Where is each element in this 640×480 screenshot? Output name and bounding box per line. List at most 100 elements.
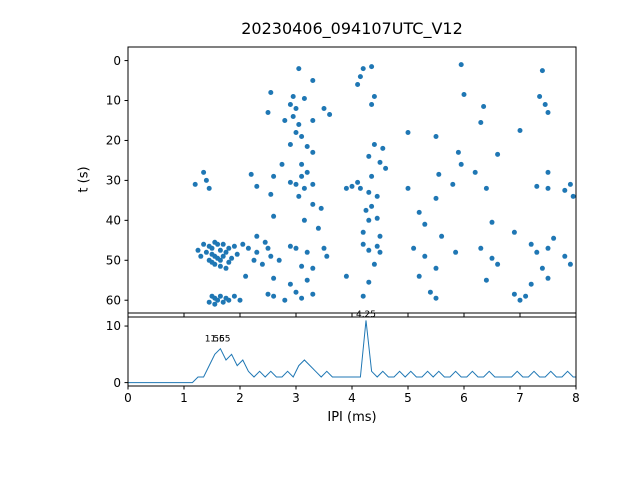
scatter-point bbox=[567, 261, 573, 267]
scatter-point bbox=[304, 249, 310, 255]
scatter-point bbox=[355, 179, 361, 185]
scatter-point bbox=[304, 144, 310, 149]
scatter-point bbox=[237, 297, 243, 303]
scatter-point bbox=[206, 299, 212, 305]
scatter-point bbox=[357, 74, 363, 80]
scatter-point bbox=[455, 149, 461, 155]
scatter-point bbox=[405, 130, 411, 135]
scatter-point bbox=[310, 118, 316, 123]
scatter-point bbox=[478, 245, 484, 251]
scatter-point bbox=[299, 134, 305, 139]
scatter-point bbox=[416, 273, 422, 279]
top-x-ticks bbox=[127, 313, 577, 317]
scatter-point bbox=[366, 279, 372, 285]
top-y-ticks: 0 10 20 30 40 50 60 bbox=[106, 54, 128, 307]
scatter-point bbox=[495, 261, 501, 267]
scatter-point bbox=[427, 289, 433, 295]
scatter-point bbox=[369, 203, 375, 209]
x-axis-label: IPI (ms) bbox=[327, 410, 377, 425]
scatter-point bbox=[377, 233, 383, 239]
scatter-point bbox=[226, 297, 232, 303]
scatter-point bbox=[201, 241, 207, 247]
scatter-point bbox=[545, 245, 551, 251]
scatter-point bbox=[268, 191, 274, 197]
tick-label: 20 bbox=[106, 134, 121, 148]
scatter-point bbox=[220, 299, 226, 305]
scatter-point bbox=[310, 78, 316, 83]
scatter-point bbox=[433, 295, 439, 301]
scatter-point bbox=[489, 255, 495, 261]
scatter-point bbox=[301, 217, 307, 223]
scatter-point bbox=[327, 112, 333, 117]
scatter-point bbox=[206, 185, 212, 191]
tick-label: 50 bbox=[106, 253, 121, 267]
scatter-point bbox=[411, 245, 417, 251]
peak-annotation: 1.55 bbox=[205, 335, 225, 345]
tick-label: 6 bbox=[460, 391, 468, 405]
scatter-point bbox=[265, 245, 271, 251]
scatter-point bbox=[453, 249, 459, 255]
tick-label: 7 bbox=[516, 391, 524, 405]
scatter-point bbox=[268, 253, 274, 259]
scatter-point bbox=[301, 96, 307, 101]
scatter-point bbox=[195, 247, 201, 253]
scatter-point bbox=[209, 245, 215, 251]
scatter-point bbox=[318, 205, 324, 211]
scatter-point bbox=[310, 149, 316, 155]
scatter-point bbox=[310, 291, 316, 297]
scatter-point bbox=[383, 165, 389, 171]
scatter-point bbox=[293, 106, 299, 111]
tick-label: 5 bbox=[404, 391, 412, 405]
scatter-point bbox=[265, 291, 271, 297]
scatter-point bbox=[343, 185, 349, 191]
scatter-point bbox=[545, 185, 551, 191]
scatter-point bbox=[310, 201, 316, 207]
scatter-point bbox=[212, 301, 218, 307]
scatter-point bbox=[360, 229, 366, 235]
scatter-point bbox=[371, 94, 377, 99]
scatter-point bbox=[321, 106, 327, 111]
scatter-point bbox=[539, 265, 545, 271]
scatter-point bbox=[472, 169, 478, 175]
scatter-point bbox=[528, 241, 534, 247]
scatter-point bbox=[377, 159, 383, 165]
scatter-point bbox=[483, 277, 489, 283]
scatter-point bbox=[262, 239, 268, 245]
scatter-point bbox=[422, 253, 428, 259]
scatter-point bbox=[203, 177, 209, 183]
scatter-point bbox=[276, 257, 282, 263]
scatter-point bbox=[324, 253, 330, 259]
scatter-point bbox=[279, 161, 285, 167]
scatter-point bbox=[562, 253, 568, 259]
scatter-point bbox=[517, 128, 523, 133]
scatter-point bbox=[215, 241, 221, 247]
scatter-point bbox=[489, 219, 495, 225]
scatter-point bbox=[217, 257, 223, 263]
scatter-point bbox=[355, 82, 361, 87]
scatter-point bbox=[254, 233, 260, 239]
scatter-point bbox=[458, 62, 464, 68]
scatter-point bbox=[229, 255, 235, 261]
scatter-point bbox=[371, 261, 377, 267]
axes-spines bbox=[127, 46, 577, 387]
scatter-point bbox=[458, 161, 464, 167]
peak-annotations: 1.551.65 4.25 bbox=[205, 310, 376, 345]
scatter-point bbox=[296, 66, 302, 72]
scatter-point bbox=[374, 243, 380, 249]
scatter-point bbox=[439, 233, 445, 239]
scatter-point bbox=[287, 179, 293, 185]
scatter-point bbox=[495, 151, 501, 157]
scatter-point bbox=[360, 66, 366, 72]
peak-annotation: 1.65 bbox=[210, 335, 230, 345]
scatter-point bbox=[422, 221, 428, 227]
tick-label: 4 bbox=[348, 391, 356, 405]
scatter-point bbox=[321, 245, 327, 251]
tick-label: 10 bbox=[106, 94, 121, 108]
scatter-point bbox=[301, 185, 307, 191]
scatter-point bbox=[203, 249, 209, 255]
scatter-point bbox=[433, 265, 439, 271]
scatter-axes-box bbox=[127, 46, 577, 314]
scatter-point bbox=[287, 243, 293, 249]
